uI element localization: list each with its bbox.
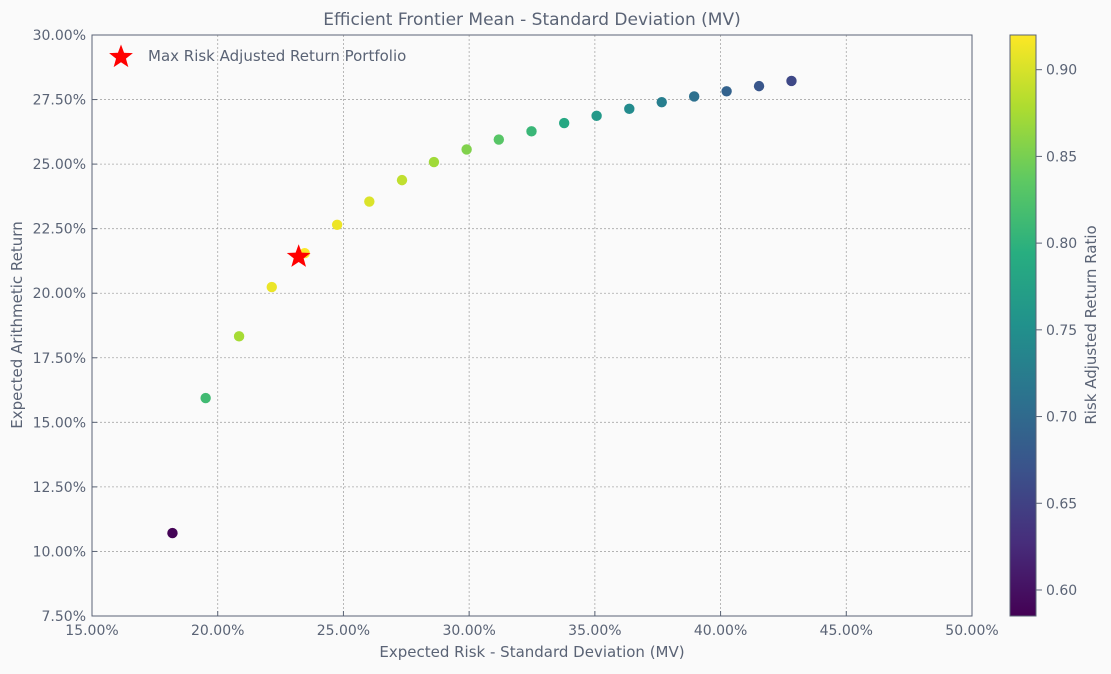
colorbar-tick-label: 0.75: [1046, 323, 1077, 339]
data-point: [461, 144, 472, 155]
chart-title: Efficient Frontier Mean - Standard Devia…: [323, 10, 740, 30]
y-axis-label: Expected Arithmetic Return: [8, 221, 26, 428]
plot-frame: [91, 34, 973, 617]
data-point: [786, 75, 797, 87]
data-point: [396, 174, 408, 186]
data-points: [167, 75, 797, 539]
colorbar-tick-label: 0.70: [1046, 410, 1077, 426]
legend-star-marker: [109, 44, 133, 68]
y-tick-label: 22.50%: [33, 222, 86, 238]
x-tick-label: 50.00%: [945, 623, 998, 639]
data-point: [428, 156, 440, 168]
grid-lines: [92, 35, 972, 616]
colorbar: [1009, 34, 1037, 617]
y-tick-label: 20.00%: [33, 286, 86, 302]
data-point: [753, 80, 765, 92]
x-tick-label: 40.00%: [694, 623, 747, 639]
x-tick-label: 25.00%: [317, 623, 370, 639]
data-point: [331, 219, 343, 230]
y-tick-label: 10.00%: [33, 544, 86, 560]
colorbar-tick-label: 0.80: [1046, 236, 1077, 252]
data-point: [526, 126, 537, 137]
y-tick-label: 27.50%: [33, 93, 86, 109]
data-point: [688, 91, 700, 102]
y-tick-label: 7.50%: [42, 609, 86, 625]
legend: Max Risk Adjusted Return Portfolio: [109, 44, 406, 68]
x-tick-label: 20.00%: [191, 623, 244, 639]
data-point: [656, 96, 667, 108]
x-tick-label: 45.00%: [820, 623, 873, 639]
x-axis-label: Expected Risk - Standard Deviation (MV): [379, 643, 684, 661]
legend-label: Max Risk Adjusted Return Portfolio: [148, 47, 406, 65]
colorbar-tick-label: 0.90: [1046, 63, 1077, 79]
colorbar-tick-label: 0.65: [1046, 496, 1077, 512]
colorbar-tick-label: 0.85: [1046, 149, 1077, 165]
colorbar-ticks: 0.60 0.65 0.70 0.75 0.80 0.85 0.90: [1036, 63, 1077, 599]
data-point: [591, 110, 602, 122]
y-tick-label: 12.50%: [33, 480, 86, 496]
data-point: [266, 281, 277, 293]
y-tick-label: 30.00%: [33, 28, 86, 44]
data-point: [721, 86, 732, 97]
x-tick-label: 35.00%: [568, 623, 621, 639]
data-point: [558, 117, 570, 129]
data-point: [493, 134, 505, 145]
x-axis-ticks: 15.00% 20.00% 25.00% 30.00% 35.00% 40.00% 45.0…: [65, 611, 999, 639]
y-axis-ticks: 7.50% 10.00% 12.50% 15.00% 17.50% 20.00% 22.50…: [33, 28, 97, 625]
colorbar-label: Risk Adjusted Return Ratio: [1082, 225, 1100, 424]
colorbar-tick-label: 0.60: [1046, 583, 1077, 599]
data-point: [167, 527, 178, 539]
x-tick-label: 15.00%: [65, 623, 118, 639]
data-point: [624, 103, 635, 115]
y-tick-label: 15.00%: [33, 415, 86, 431]
y-tick-label: 25.00%: [33, 157, 86, 173]
data-point: [364, 196, 375, 207]
x-tick-label: 30.00%: [442, 623, 495, 639]
data-point: [233, 331, 245, 342]
legend-star-icon: [109, 44, 133, 68]
data-point: [200, 392, 211, 404]
highlight-layer: [286, 244, 311, 267]
y-tick-label: 17.50%: [33, 351, 86, 367]
max-ratio-star-marker: [286, 244, 311, 267]
